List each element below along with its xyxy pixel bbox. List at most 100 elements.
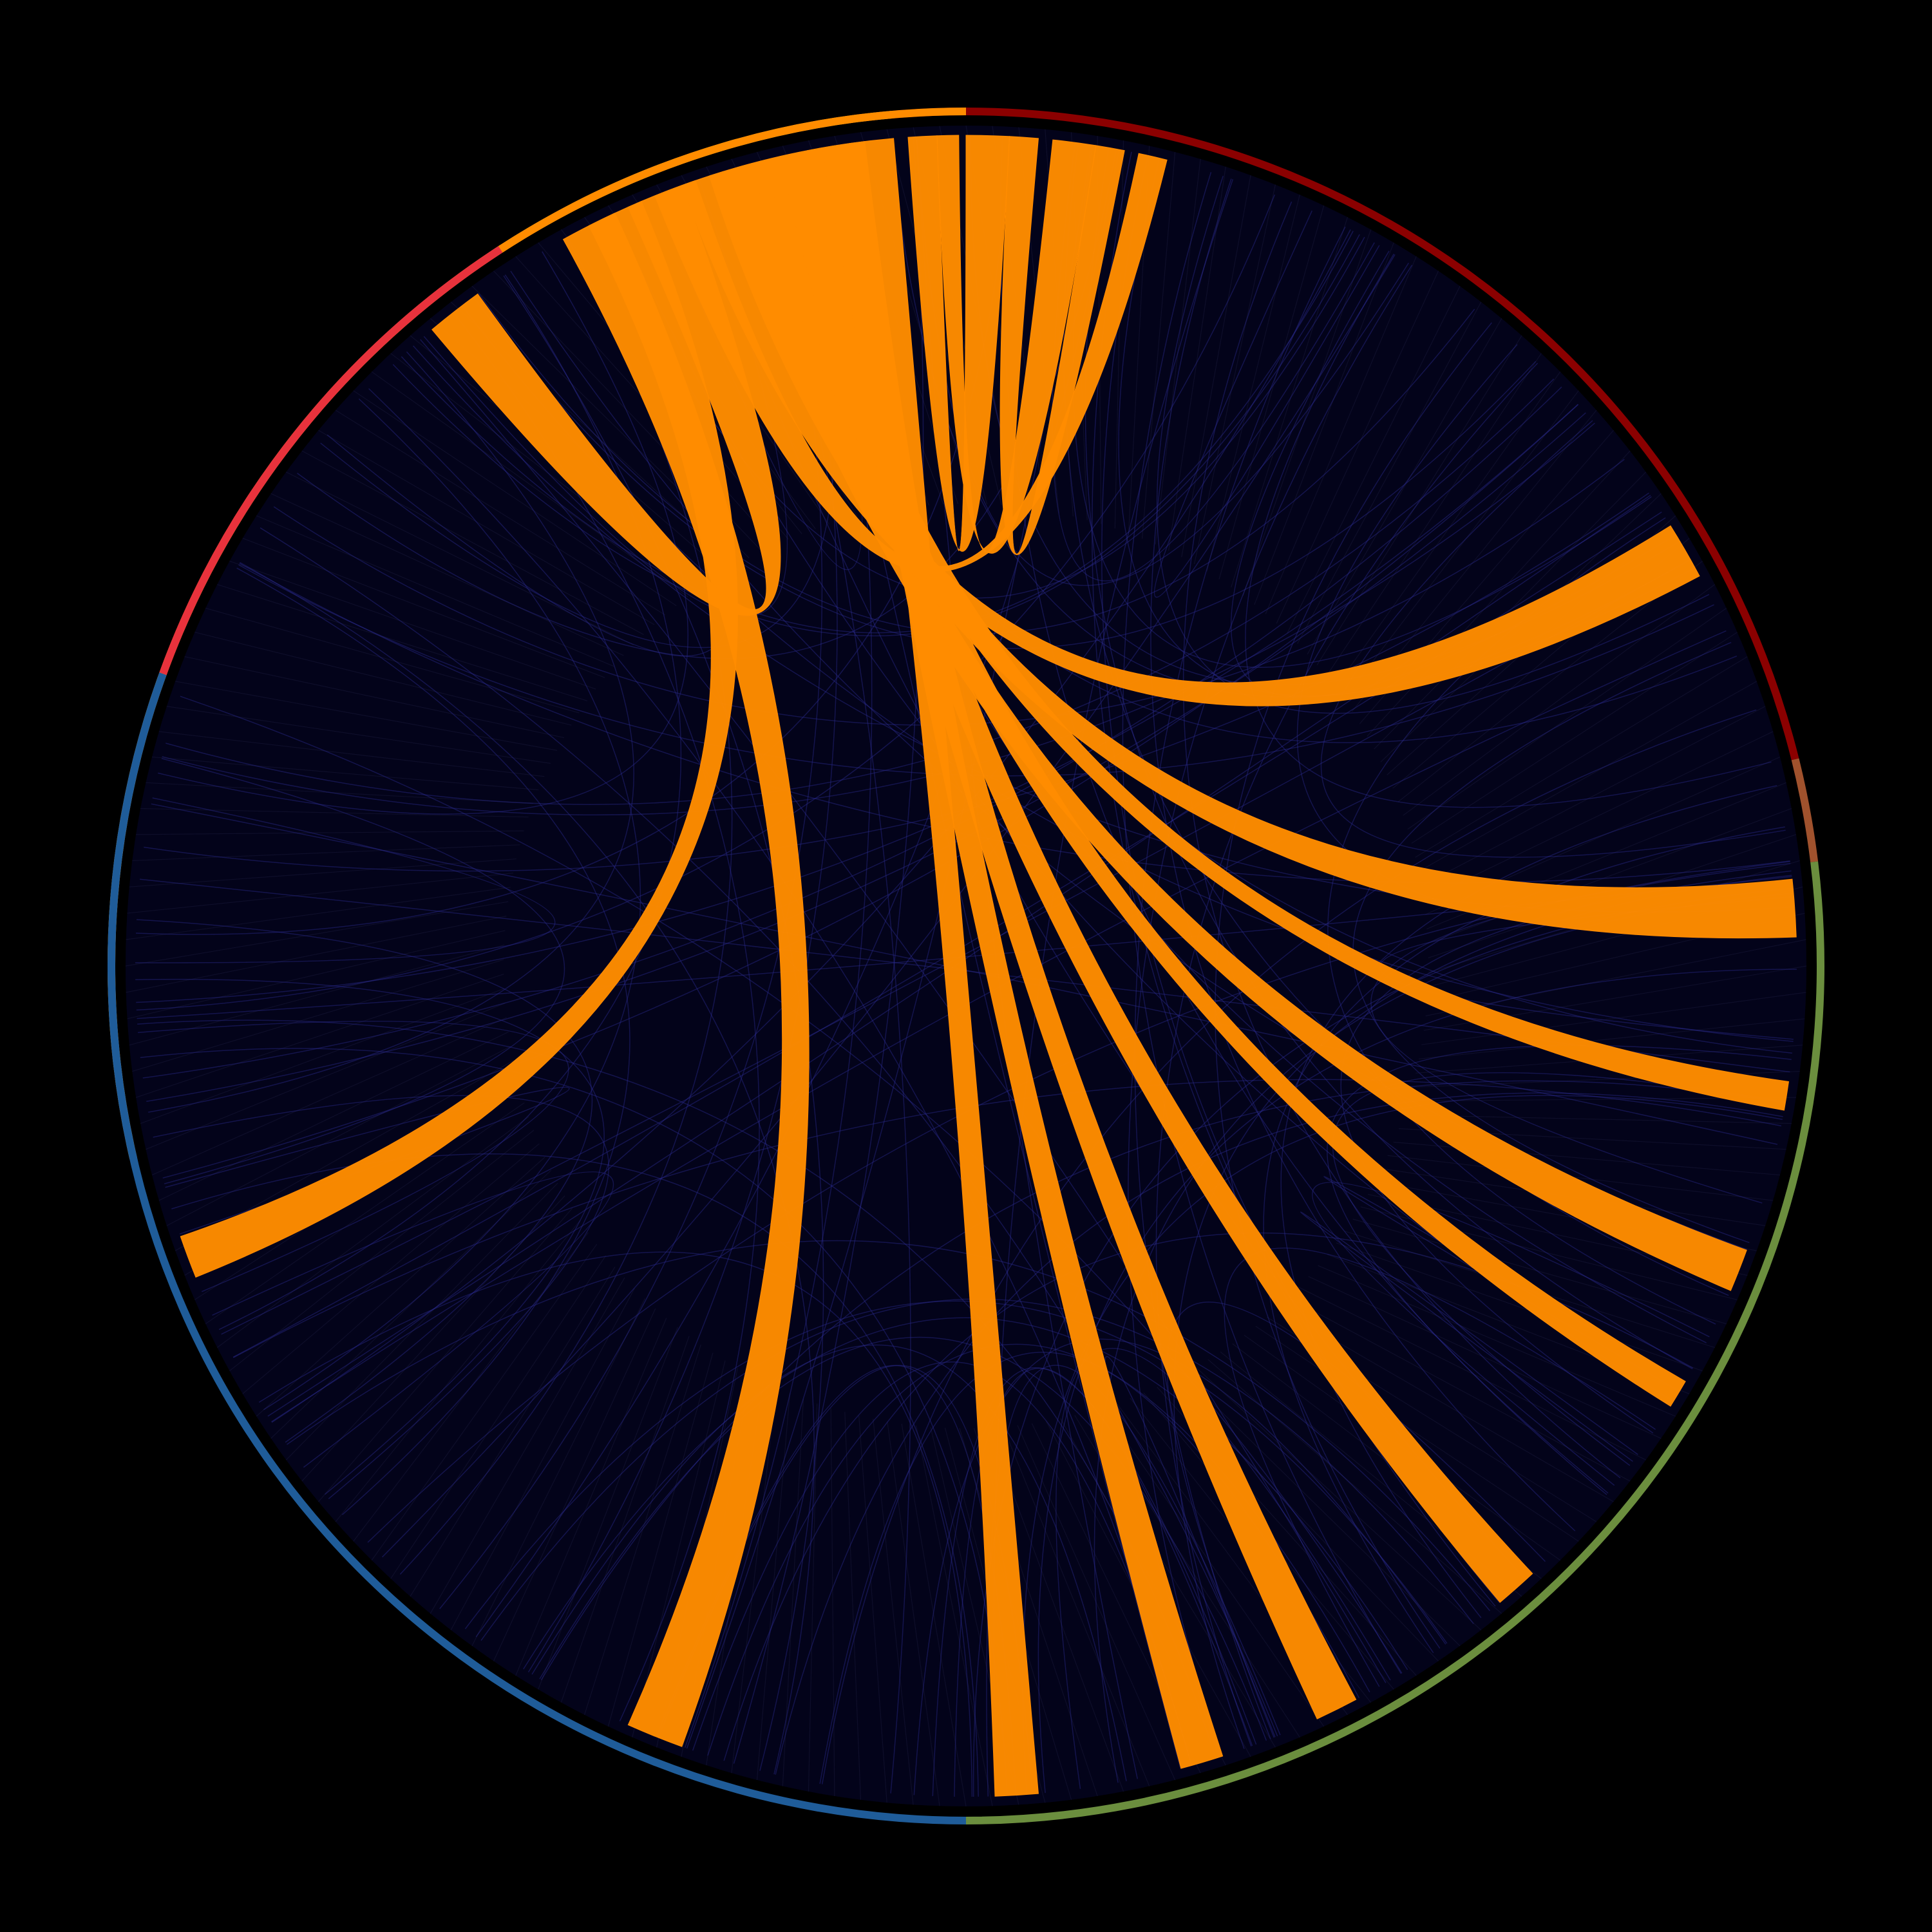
segment-divider [1288,1297,1631,1482]
segment-divider [873,1419,914,1805]
segment-divider [132,844,520,862]
segment-divider [493,1308,656,1662]
segment-divider [583,1344,701,1715]
highlighted-chord [999,136,1125,555]
segment-divider [158,731,545,777]
background-chord [1150,178,1576,1531]
background-chord [135,978,605,1495]
segment-divider [1387,1155,1774,1201]
background-chord [1022,1095,1783,1795]
segment-divider [1255,1325,1579,1542]
segment-divider [901,1423,967,1807]
segment-divider [607,1352,714,1727]
background-chord [287,1240,1491,1611]
background-chord [1122,172,1402,1674]
segment-divider [135,973,504,1098]
background-chord [146,412,1586,1103]
segment-divider [560,1336,690,1703]
segment-divider [285,1182,558,1461]
background-chord [1224,1247,1656,1687]
segment-divider [1403,1114,1792,1124]
background-chord [1094,893,1794,1783]
highlighted-chords [180,135,1797,1797]
group-arc [108,672,967,1824]
segment-divider [1287,285,1461,634]
segment-divider [1141,151,1176,539]
segment-divider [256,1157,545,1417]
highlighted-chord [936,135,1097,554]
segment-divider [731,1387,777,1774]
segment-divider [471,1298,645,1647]
segment-divider [1195,1367,1482,1631]
segment-divider [430,1277,625,1614]
segment-divider [229,560,596,690]
segment-divider [1155,158,1201,545]
segment-divider [335,1220,581,1522]
segment-divider [830,1408,835,1796]
segment-divider [146,782,534,804]
background-chord [453,312,760,1721]
segment-divider [1102,1407,1325,1727]
segment-divider [1343,390,1579,700]
background-chord [162,422,1595,816]
background-chord [271,630,1727,1423]
background-chord [138,1021,569,1293]
group-arc [159,246,503,676]
segment-divider [390,1255,607,1579]
segment-divider [205,1102,525,1325]
segment-divider [1427,808,1792,944]
group-arc [498,108,967,253]
group-arcs [108,108,1824,1824]
highlighted-chord [562,213,810,1747]
segment-divider [1254,242,1394,605]
background-chord [260,527,1278,1737]
segment-divider [1403,584,1716,816]
background-chord [368,388,1192,1766]
segment-divider [1425,939,1806,1017]
segment-divider [285,471,634,645]
background-chord [140,1048,1008,1796]
segment-divider [270,493,624,656]
background-chord [158,251,688,815]
segment-divider [194,632,572,726]
group-arc [891,108,1799,761]
background-chord [161,758,565,1184]
segment-divider [1265,256,1417,614]
background-chord [954,1367,1253,1797]
background-chord [464,1300,1448,1644]
segment-divider [127,930,506,1019]
background-chord [1156,176,1710,714]
segment-divider [1206,194,1300,572]
background-chord [135,797,556,963]
background-chord [1215,322,1492,1649]
segment-divider [129,944,505,1046]
segment-divider [844,1412,862,1800]
background-chord [692,1361,1193,1766]
segment-divider [126,915,507,993]
background-chord [148,351,634,1113]
segment-divider [632,1360,726,1738]
segment-divider [1418,681,1757,872]
segment-divider [1182,1374,1461,1647]
background-chord [232,1079,1782,1358]
segment-divider [242,538,605,678]
background-chord [1182,201,1621,1479]
segment-divider [318,1208,573,1502]
background-chord [1153,210,1380,598]
segment-divider [1017,1425,1176,1781]
segment-divider [353,1232,589,1542]
segment-divider [217,583,588,701]
segment-divider [1307,318,1502,655]
segment-divider [140,808,529,818]
background-chord [1155,363,1539,1747]
background-chord [523,1317,1408,1671]
segment-divider [353,390,677,607]
segment-divider [1397,560,1703,802]
background-chord [420,339,1387,1683]
segment-divider [1318,1265,1676,1417]
segment-divider [1374,471,1647,750]
background-chord [212,1171,614,1468]
background-chord [1245,253,1772,808]
segment-divider [126,887,511,940]
